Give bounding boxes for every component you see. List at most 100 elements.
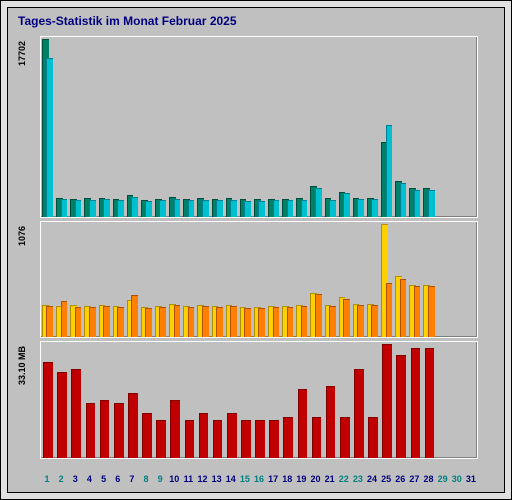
bar-besuche [61, 301, 68, 338]
panel-bottom: 33.10 MB [40, 341, 478, 458]
bar-besuche [428, 286, 435, 338]
bar-volumen [114, 403, 124, 458]
bar-besuche [117, 307, 124, 338]
x-tick: 23 [353, 474, 363, 484]
bar-besuche [131, 295, 138, 337]
x-tick: 4 [87, 474, 92, 484]
bar-volumen [269, 420, 279, 458]
panel-top: 17702 [40, 36, 478, 218]
bar-besuche [357, 305, 364, 338]
bar-dateien [244, 201, 251, 218]
y-label-top: 17702 [17, 41, 27, 66]
bar-volumen [170, 400, 180, 458]
x-tick: 25 [381, 474, 391, 484]
bar-dateien [258, 201, 265, 218]
x-tick: 2 [59, 474, 64, 484]
bar-dateien [287, 200, 294, 217]
bar-dateien [400, 183, 407, 217]
bar-besuche [371, 305, 378, 338]
bar-dateien [46, 58, 53, 217]
bar-dateien [61, 199, 68, 217]
plot-area: 17702107633.10 MB [40, 36, 478, 470]
x-tick: 3 [73, 474, 78, 484]
bar-volumen [100, 400, 110, 458]
bar-dateien [343, 193, 350, 217]
x-tick: 24 [367, 474, 377, 484]
bar-besuche [230, 306, 237, 338]
bar-dateien [357, 199, 364, 217]
bar-volumen [57, 372, 67, 457]
bar-besuche [75, 307, 82, 338]
bar-volumen [199, 413, 209, 457]
bar-besuche [386, 283, 393, 338]
bar-besuche [287, 307, 294, 338]
bar-volumen [340, 417, 350, 458]
bar-volumen [213, 420, 223, 458]
bar-dateien [414, 190, 421, 217]
x-tick: 15 [240, 474, 250, 484]
bar-volumen [227, 413, 237, 457]
bar-volumen [283, 417, 293, 458]
bar-volumen [185, 420, 195, 458]
bar-besuche [188, 307, 195, 338]
bar-dateien [131, 197, 138, 218]
x-tick: 28 [424, 474, 434, 484]
x-axis: 1234567891011121314151617181920212223242… [40, 474, 478, 488]
bar-besuche [159, 307, 166, 338]
x-tick: 17 [268, 474, 278, 484]
bar-volumen [411, 348, 421, 457]
bar-besuche [315, 294, 322, 337]
bar-volumen [156, 420, 166, 458]
bar-volumen [368, 417, 378, 458]
x-tick: 30 [452, 474, 462, 484]
x-tick: 20 [311, 474, 321, 484]
bar-dateien [75, 200, 82, 217]
bar-dateien [273, 200, 280, 217]
chart-frame: Tages-Statistik im Monat Februar 2025 17… [0, 0, 512, 500]
bar-volumen [241, 420, 251, 458]
bar-dateien [89, 200, 96, 218]
bar-besuche [273, 307, 280, 338]
bar-volumen [128, 393, 138, 458]
x-tick: 26 [395, 474, 405, 484]
bar-volumen [71, 369, 81, 458]
bar-dateien [386, 125, 393, 218]
x-tick: 16 [254, 474, 264, 484]
x-tick: 13 [212, 474, 222, 484]
bar-besuche [103, 306, 110, 338]
bar-besuche [400, 279, 407, 338]
bar-dateien [188, 200, 195, 217]
chart-inner: Tages-Statistik im Monat Februar 2025 17… [7, 7, 505, 493]
x-tick: 31 [466, 474, 476, 484]
bar-besuche [46, 306, 53, 338]
bar-dateien [202, 200, 209, 218]
bar-volumen [396, 355, 406, 458]
bar-besuche [343, 299, 350, 338]
x-tick: 12 [197, 474, 207, 484]
bar-besuche [258, 308, 265, 337]
x-tick: 18 [282, 474, 292, 484]
panel-middle: 1076 [40, 221, 478, 338]
bar-dateien [230, 200, 237, 218]
bar-besuche [89, 307, 96, 338]
bar-volumen [326, 386, 336, 458]
x-tick: 19 [296, 474, 306, 484]
bar-volumen [354, 369, 364, 458]
x-tick: 5 [101, 474, 106, 484]
x-tick: 6 [115, 474, 120, 484]
x-tick: 1 [45, 474, 50, 484]
bar-volumen [86, 403, 96, 458]
x-tick: 11 [184, 474, 194, 484]
bar-volumen [382, 344, 392, 457]
bar-dateien [145, 201, 152, 217]
bar-besuche [174, 305, 181, 338]
bar-volumen [312, 417, 322, 458]
bar-besuche [216, 307, 223, 338]
x-tick: 29 [438, 474, 448, 484]
bar-dateien [301, 200, 308, 218]
x-tick: 9 [158, 474, 163, 484]
x-tick: 7 [129, 474, 134, 484]
chart-title: Tages-Statistik im Monat Februar 2025 [18, 14, 237, 28]
bar-dateien [371, 199, 378, 217]
bar-volumen [255, 420, 265, 458]
